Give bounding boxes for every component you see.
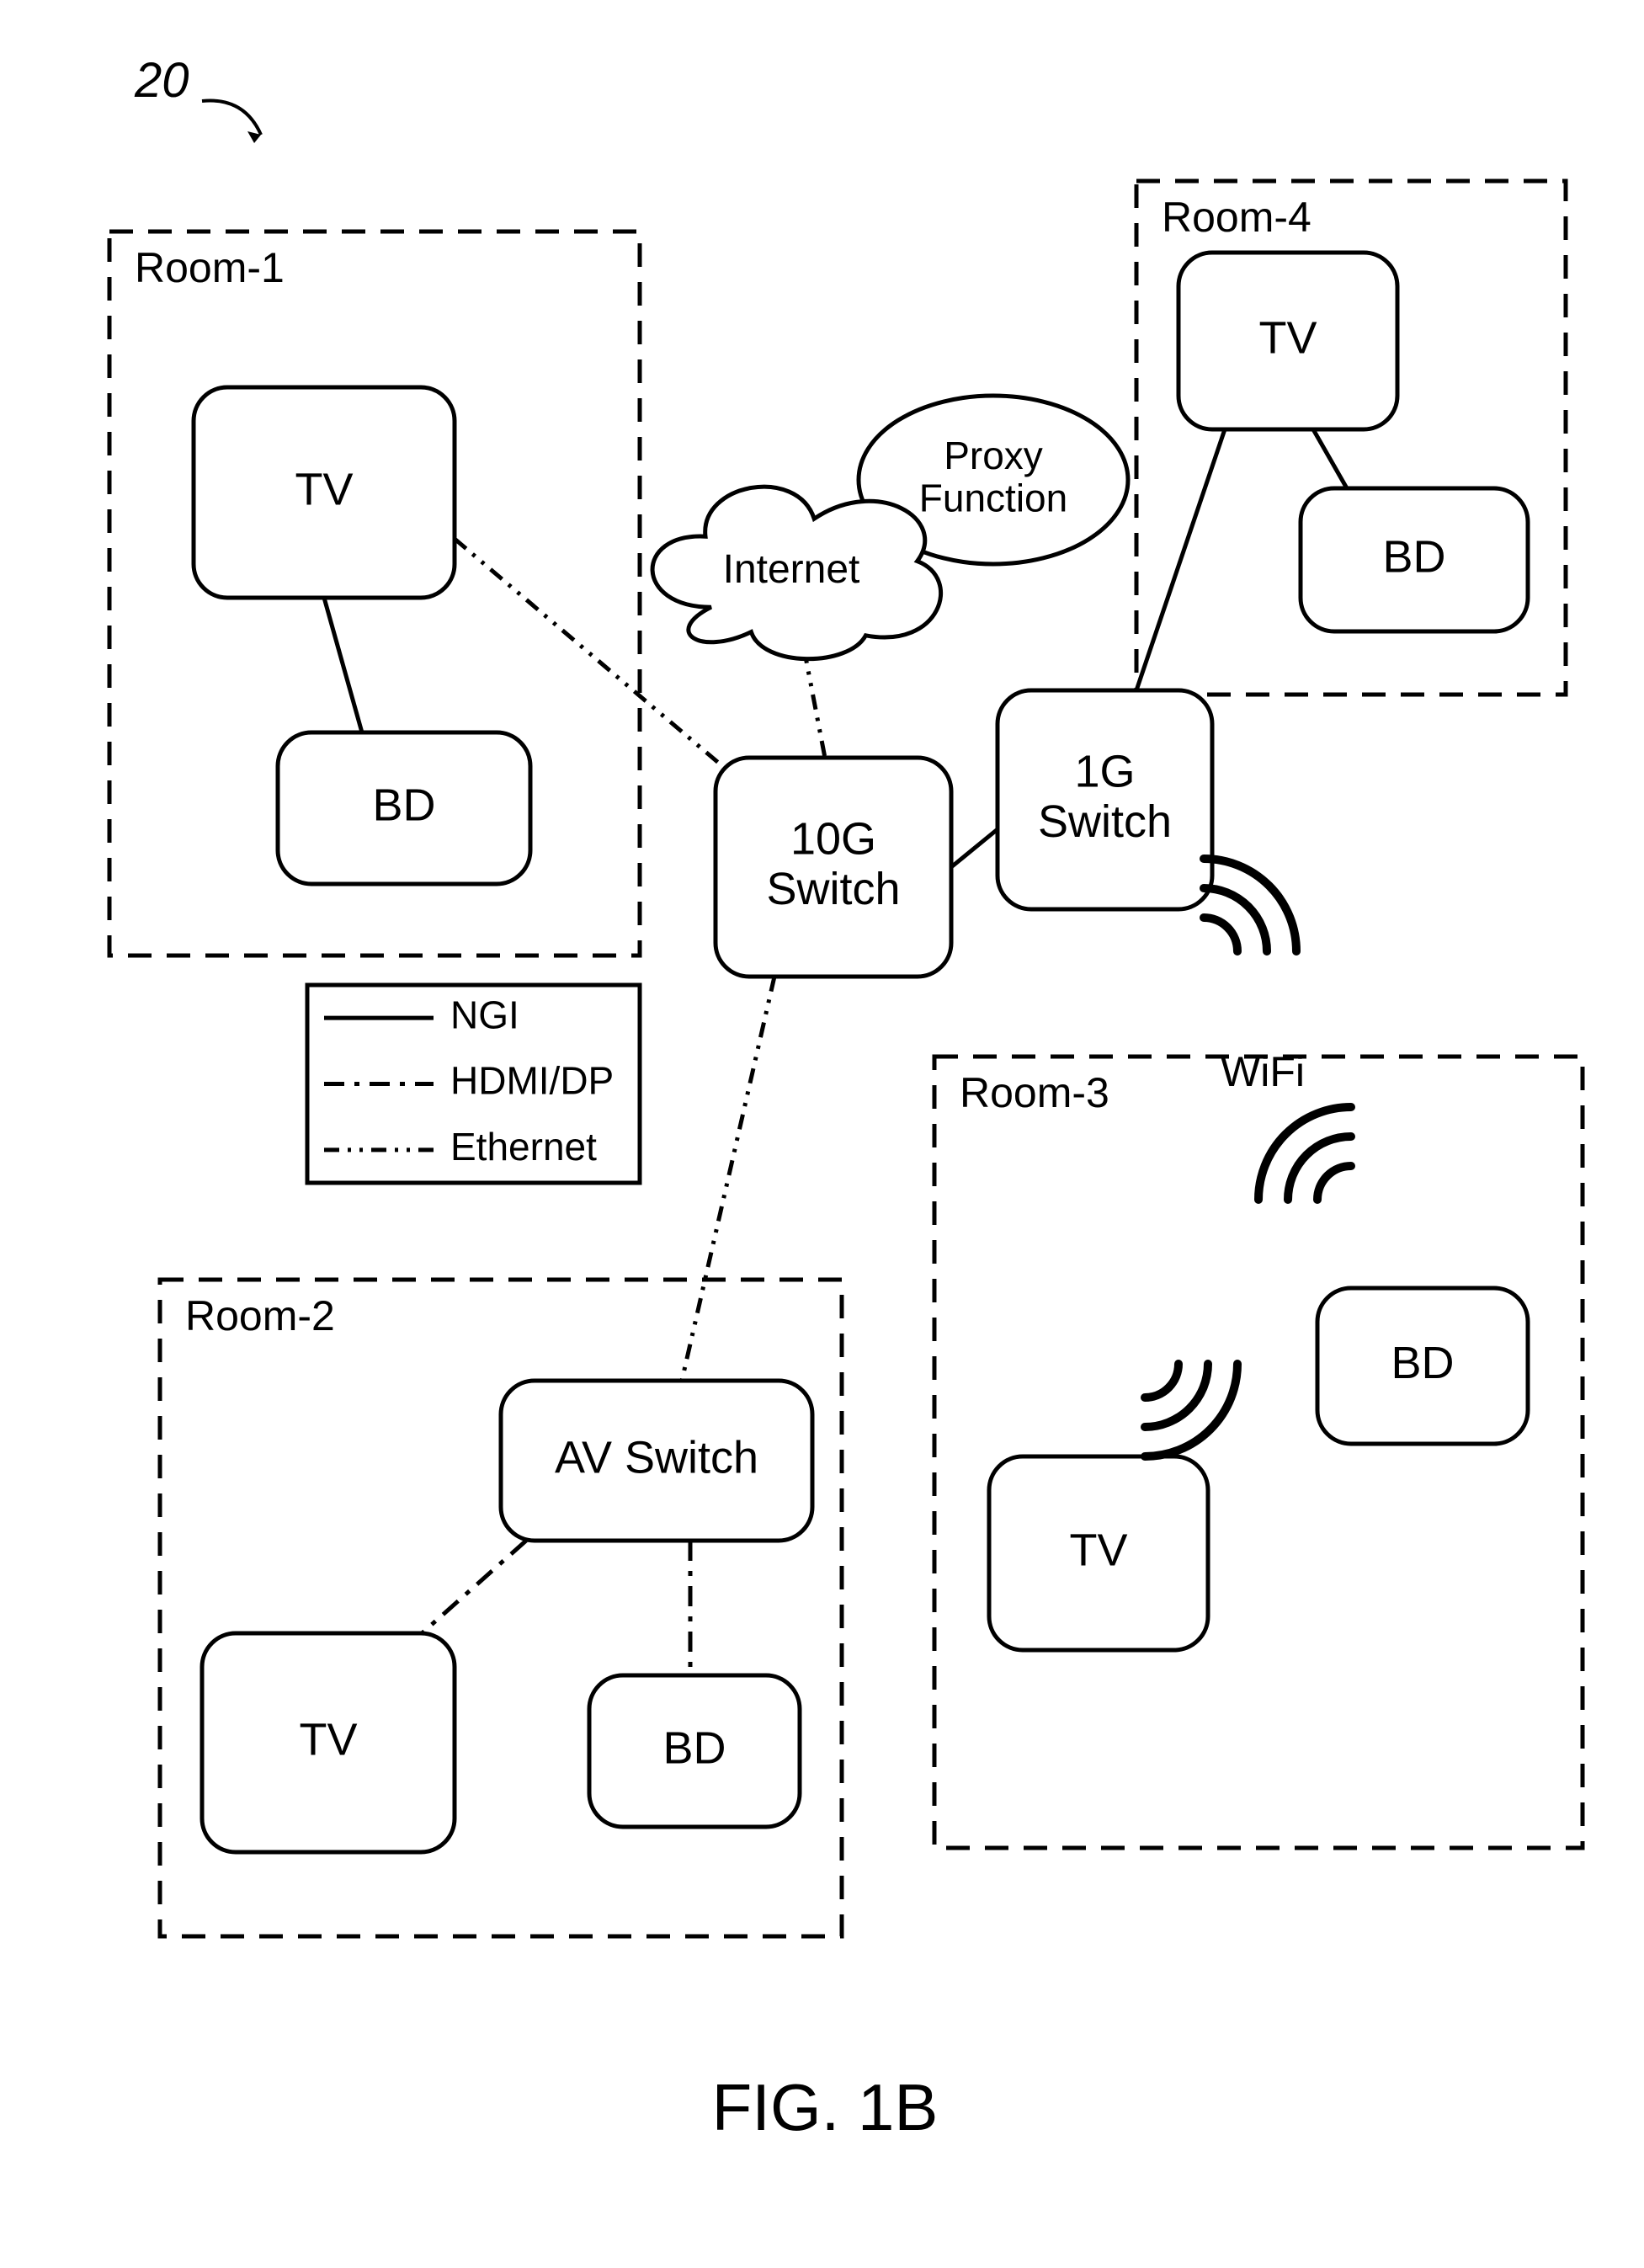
node-label-tv4: TV [1258,312,1317,363]
edge-sw10g-avsw [682,977,774,1381]
internet-label: Internet [723,547,860,592]
svg-text:10G: 10G [790,814,876,865]
svg-text:BD: BD [1391,1338,1454,1388]
edge-avsw-tv2 [412,1541,526,1642]
ref-arrow-shaft [202,101,261,136]
svg-text:BD: BD [1382,531,1445,582]
svg-text:BD: BD [372,780,435,830]
wifi-label: WiFi [1221,1048,1305,1095]
node-label-bd1: BD [372,780,435,830]
node-label-tv1: TV [295,464,353,514]
legend-label-ethernet: Ethernet [450,1125,597,1169]
legend-label-ngi: NGI [450,993,519,1036]
node-label-tv2: TV [299,1714,357,1765]
svg-text:Switch: Switch [1038,796,1172,847]
node-label-tv3: TV [1069,1525,1127,1575]
svg-text:AV Switch: AV Switch [555,1432,758,1483]
svg-text:TV: TV [295,464,353,514]
figure-label: FIG. 1B [712,2070,939,2144]
room-label-room1: Room-1 [135,244,285,291]
svg-text:BD: BD [662,1722,726,1773]
node-label-bd3: BD [1391,1338,1454,1388]
svg-text:TV: TV [1258,312,1317,363]
svg-text:Switch: Switch [766,864,900,914]
edge-sw1g-tv4 [1136,429,1225,690]
svg-text:TV: TV [1069,1525,1127,1575]
svg-text:Function: Function [919,476,1067,519]
edge-sw10g-sw1g [951,829,998,867]
room-label-room4: Room-4 [1162,194,1311,241]
wifi-icon-0 [1204,859,1296,951]
svg-text:TV: TV [299,1714,357,1765]
svg-text:Internet: Internet [723,547,860,592]
node-label-avsw: AV Switch [555,1432,758,1483]
ref-number: 20 [134,53,189,108]
edge-cloud-sw10g [804,648,825,758]
edge-tv1-bd1 [324,598,362,732]
room-label-room3: Room-3 [960,1069,1109,1116]
legend-label-hdmi: HDMI/DP [450,1059,614,1103]
node-label-bd2: BD [662,1722,726,1773]
wifi-icon-2 [1258,1107,1351,1200]
wifi-icon-1 [1145,1364,1237,1456]
svg-text:Proxy: Proxy [944,434,1043,477]
room-label-room2: Room-2 [185,1292,335,1339]
svg-text:1G: 1G [1074,747,1135,797]
edge-tv4-bd4 [1313,429,1347,488]
node-label-bd4: BD [1382,531,1445,582]
